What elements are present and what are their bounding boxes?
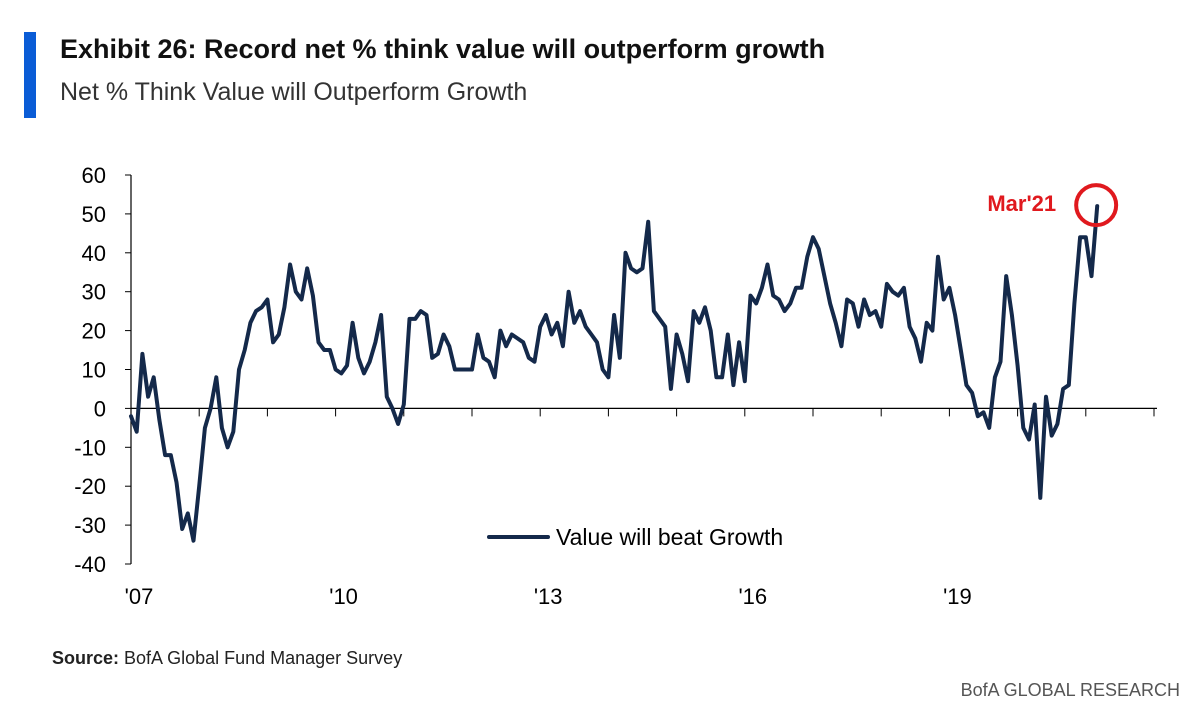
x-tick-label: '07 (125, 584, 154, 609)
source-note: Source: BofA Global Fund Manager Survey (52, 648, 402, 669)
source-label: Source: (52, 648, 120, 668)
y-tick-label: 20 (82, 319, 106, 344)
y-tick-label: 60 (82, 163, 106, 188)
y-tick-label: -20 (74, 474, 106, 499)
y-tick-label: 0 (94, 396, 106, 421)
legend-label: Value will beat Growth (556, 524, 783, 550)
x-tick-label: '16 (738, 584, 767, 609)
brand-footer: BofA GLOBAL RESEARCH (960, 680, 1180, 700)
y-tick-label: 30 (82, 280, 106, 305)
exhibit-title: Exhibit 26: Record net % think value wil… (60, 34, 826, 64)
annotation-label: Mar'21 (987, 191, 1056, 216)
x-tick-label: '19 (943, 584, 972, 609)
y-tick-label: -40 (74, 552, 106, 577)
annotation-circle (1074, 183, 1119, 228)
series-line-value-will-beat-growth (129, 204, 1100, 543)
exhibit-subtitle: Net % Think Value will Outperform Growth (60, 78, 528, 106)
y-tick-label: 50 (82, 202, 106, 227)
source-text: BofA Global Fund Manager Survey (119, 648, 403, 668)
y-tick-label: 40 (82, 241, 106, 266)
y-tick-label: -30 (74, 513, 106, 538)
title-accent-bar (24, 32, 36, 118)
y-tick-label: -10 (74, 435, 106, 460)
x-tick-label: '13 (534, 584, 563, 609)
y-tick-label: 10 (82, 358, 106, 383)
x-tick-label: '10 (329, 584, 358, 609)
